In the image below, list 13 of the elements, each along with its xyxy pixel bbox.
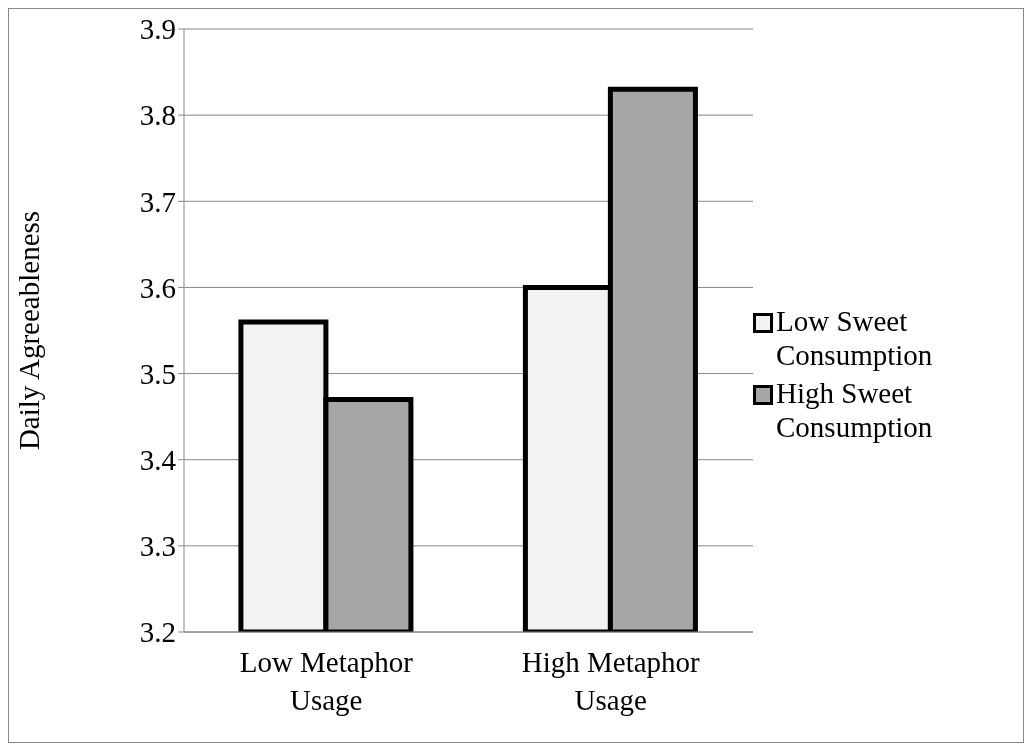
x-tick-label: Low Metaphor Usage (239, 646, 414, 716)
y-tick-label: 3.7 (139, 185, 176, 218)
y-tick-label: 3.5 (139, 357, 176, 390)
y-tick-label: 3.2 (139, 616, 176, 649)
x-tick-label: High Metaphor Usage (521, 646, 701, 716)
y-axis-title: Daily Agreeableness (13, 210, 46, 451)
legend-label: High Sweet Consumption (776, 375, 934, 444)
y-tick-label: 3.3 (139, 530, 176, 563)
y-tick-label: 3.8 (139, 99, 176, 132)
legend-label: Low Sweet Consumption (776, 303, 934, 372)
y-tick-label: 3.6 (139, 271, 176, 304)
y-tick-label: 3.9 (139, 13, 176, 46)
y-tick-label: 3.4 (139, 444, 177, 477)
